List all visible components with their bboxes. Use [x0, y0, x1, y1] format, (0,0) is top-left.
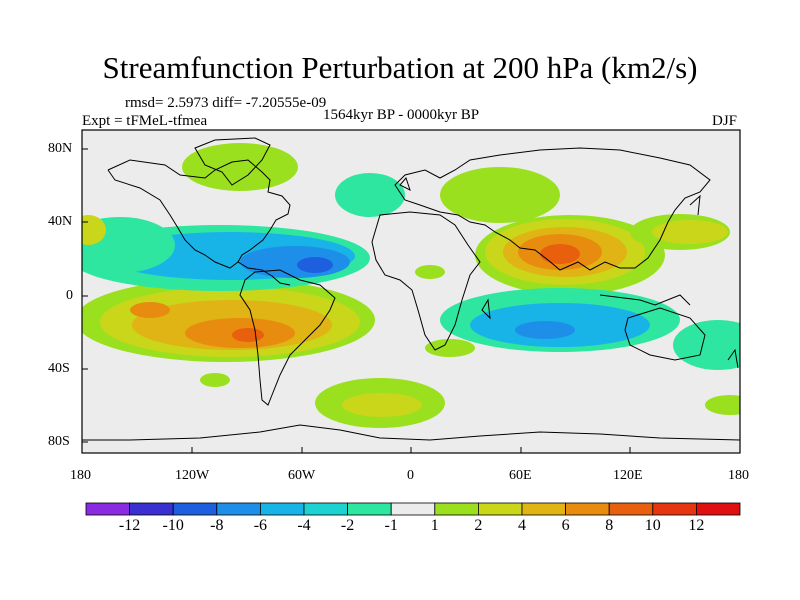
- colorbar-label: -8: [210, 517, 224, 534]
- eurasia-coast: [394, 147, 711, 271]
- uk-coast: [399, 177, 411, 191]
- colorbar-swatch: [85, 502, 130, 516]
- south-america-coast: [239, 269, 336, 406]
- lon-tick-label: 60W: [288, 468, 316, 483]
- colorbar-swatch: [129, 502, 174, 516]
- lon-tick-label: 180: [70, 468, 91, 483]
- colorbar-label: 10: [644, 517, 661, 534]
- colorbar-label: -4: [297, 517, 311, 534]
- colorbar-label: 6: [561, 517, 570, 534]
- lat-tick-label: 80N: [48, 141, 73, 156]
- colorbar-swatch: [434, 502, 479, 516]
- time-period-label: 1564kyr BP - 0000kyr BP: [323, 107, 480, 123]
- colorbar-label: -1: [384, 517, 398, 534]
- season-label: DJF: [712, 113, 738, 129]
- lon-tick-label: 60E: [509, 468, 532, 483]
- colorbar-label: -12: [118, 517, 141, 534]
- southeast-positive-region: [705, 395, 740, 415]
- colorbar-swatch: [521, 502, 566, 516]
- colorbar-label: 1: [430, 517, 439, 534]
- lat-tick-label: 40S: [48, 361, 70, 376]
- new-zealand-coast: [727, 348, 739, 369]
- colorbar-swatch: [347, 502, 392, 516]
- colorbar-swatch: [565, 502, 610, 516]
- south-america-small-positive-region: [200, 373, 230, 387]
- colorbar-label: -6: [253, 517, 268, 534]
- lon-tick-label: 0: [407, 468, 414, 483]
- greenland-coast: [194, 137, 271, 186]
- colorbar-label: 2: [474, 517, 483, 534]
- colorbar-swatch: [477, 502, 523, 516]
- lon-tick-label: 120E: [613, 468, 643, 483]
- colorbar-label: 4: [518, 517, 526, 534]
- colorbar: [85, 502, 741, 516]
- chart-title: Streamfunction Perturbation at 200 hPa (…: [102, 50, 698, 85]
- west-pacific-core: [652, 220, 728, 244]
- dateline-positive-region: [82, 215, 106, 245]
- colorbar-swatch: [303, 502, 348, 516]
- lat-tick-label: 80S: [48, 434, 70, 449]
- rmsd-diff-text: rmsd= 2.5973 diff= -7.20555e-09: [125, 95, 327, 111]
- colorbar-swatch: [608, 502, 654, 516]
- antarctica-coast: [82, 424, 740, 441]
- africa-coast: [371, 211, 481, 351]
- lat-tick-label: 40N: [48, 214, 73, 229]
- australia-coast: [624, 307, 706, 361]
- madagascar-coast: [481, 298, 491, 320]
- southwest-pacific-negative-region: [673, 320, 740, 370]
- colorbar-swatch: [172, 502, 218, 516]
- colorbar-label: 8: [605, 517, 614, 534]
- lat-tick-label: 0: [66, 288, 73, 303]
- north-america-coast: [107, 159, 291, 286]
- indonesia-coast: [599, 294, 691, 306]
- europe-negative-region: [335, 173, 405, 217]
- asia-positive-region: [440, 167, 665, 295]
- colorbar-swatch: [259, 502, 305, 516]
- colorbar-swatch: [390, 502, 436, 516]
- colorbar-label: -10: [162, 517, 184, 534]
- north-america-west-coast: [107, 169, 239, 269]
- south-africa-positive-region: [425, 339, 475, 357]
- colorbar-label: 12: [688, 517, 705, 534]
- south-pacific-positive-region: [82, 278, 375, 362]
- japan-coast: [689, 194, 701, 216]
- greenland-positive-region: [182, 143, 298, 191]
- lon-tick-label: 180: [728, 468, 749, 483]
- colorbar-label: -2: [340, 517, 355, 534]
- lon-tick-label: 120W: [175, 468, 210, 483]
- colorbar-swatch: [696, 502, 741, 516]
- tick-marks: [81, 148, 741, 453]
- africa-small-positive-region: [415, 265, 445, 279]
- colorbar-swatch: [652, 502, 697, 516]
- experiment-label: Expt = tFMeL-tfmea: [82, 113, 208, 129]
- south-atlantic-core: [342, 393, 422, 417]
- indian-ocean-negative-region: [440, 288, 680, 352]
- east-neutral-patch: [720, 263, 740, 287]
- contour-fields: [82, 143, 740, 428]
- colorbar-swatch: [216, 502, 261, 516]
- coastlines: [82, 137, 740, 441]
